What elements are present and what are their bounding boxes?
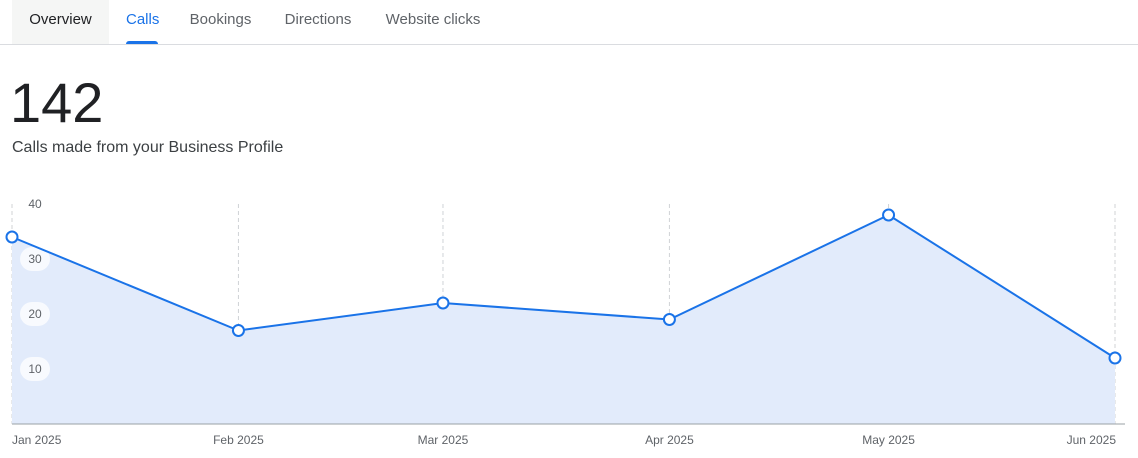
data-point bbox=[882, 208, 896, 222]
y-tick-label: 10 bbox=[28, 362, 42, 376]
x-tick-label: Apr 2025 bbox=[645, 433, 694, 447]
tab-calls[interactable]: Calls bbox=[126, 0, 160, 44]
tab-bookings[interactable]: Bookings bbox=[189, 0, 252, 44]
tab-label: Directions bbox=[284, 11, 352, 28]
x-tick-label: May 2025 bbox=[862, 433, 915, 447]
y-tick-label: 20 bbox=[28, 307, 42, 321]
x-tick-label: Mar 2025 bbox=[418, 433, 469, 447]
y-tick-label: 40 bbox=[28, 197, 42, 211]
active-tab-indicator bbox=[126, 41, 158, 44]
tab-overview[interactable]: Overview bbox=[12, 0, 109, 44]
tab-label: Website clicks bbox=[385, 11, 481, 28]
area-fill bbox=[12, 215, 1115, 424]
tab-bar: Overview Calls Bookings Directions Websi… bbox=[0, 0, 1138, 45]
tab-label: Overview bbox=[29, 11, 92, 28]
tab-label: Bookings bbox=[189, 11, 252, 28]
x-tick-label: Feb 2025 bbox=[213, 433, 264, 447]
tab-label: Calls bbox=[126, 11, 160, 28]
data-point bbox=[436, 296, 450, 310]
data-point bbox=[231, 324, 245, 337]
y-tick-label-bg bbox=[20, 247, 50, 271]
total-calls-caption: Calls made from your Business Profile bbox=[12, 139, 284, 156]
tab-directions[interactable]: Directions bbox=[283, 0, 353, 44]
y-tick-label-bg bbox=[20, 302, 50, 326]
data-point bbox=[5, 230, 19, 244]
y-tick-label-bg bbox=[20, 357, 50, 381]
data-point bbox=[1108, 351, 1122, 365]
total-calls-value: 142 bbox=[10, 71, 104, 134]
series-line bbox=[11, 213, 1116, 359]
tab-website-clicks[interactable]: Website clicks bbox=[385, 0, 481, 44]
x-tick-label: Jun 2025 bbox=[1067, 433, 1117, 447]
data-point bbox=[662, 313, 676, 326]
y-tick-label: 30 bbox=[28, 252, 42, 266]
x-tick-label: Jan 2025 bbox=[12, 433, 62, 447]
